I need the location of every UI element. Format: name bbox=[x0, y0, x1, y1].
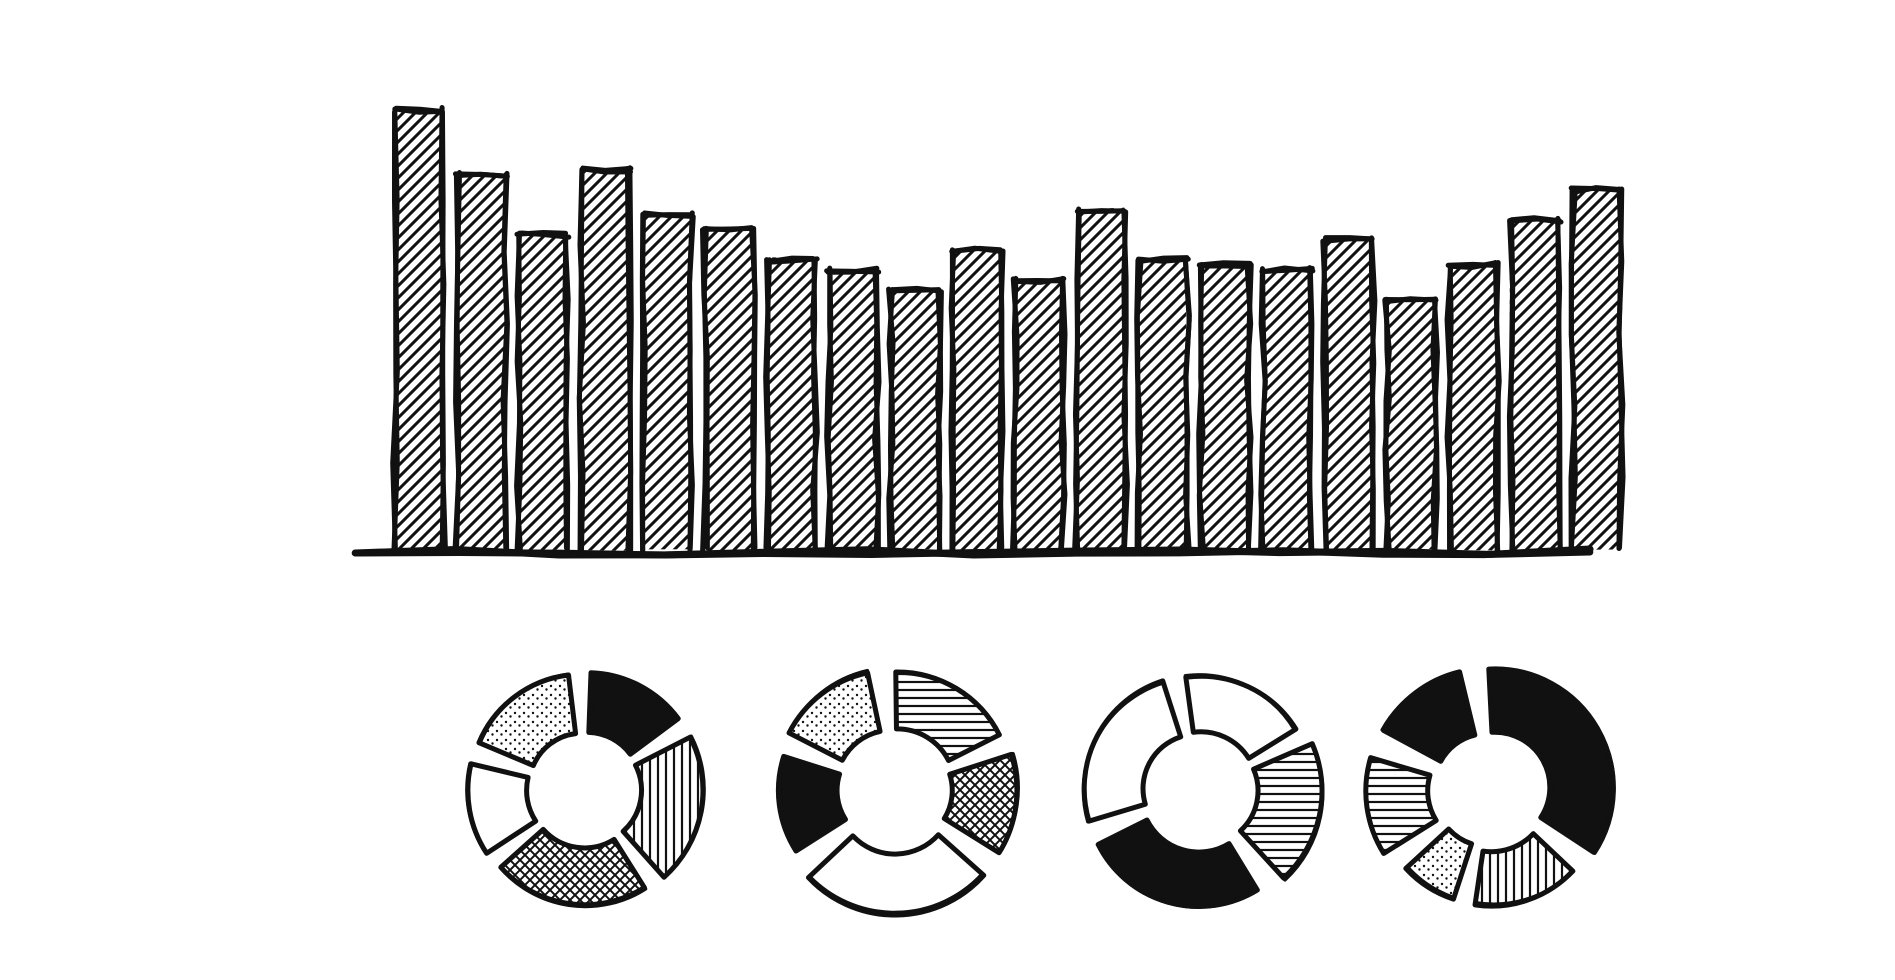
donut-slice bbox=[1084, 681, 1180, 821]
bar bbox=[951, 249, 1001, 550]
donut-chart bbox=[467, 673, 704, 906]
donut-slice bbox=[808, 835, 983, 915]
donut-chart bbox=[778, 671, 1018, 915]
donut-slice bbox=[1489, 669, 1613, 852]
bar bbox=[1076, 208, 1126, 551]
bar bbox=[768, 257, 817, 551]
donut-slice bbox=[1475, 834, 1573, 906]
bar bbox=[829, 269, 879, 550]
bar bbox=[581, 168, 630, 550]
bar bbox=[1510, 218, 1560, 551]
bar bbox=[1137, 260, 1186, 550]
bar bbox=[892, 291, 941, 550]
bar bbox=[1014, 282, 1064, 550]
bar bbox=[1571, 189, 1621, 550]
bar bbox=[706, 230, 754, 550]
donut-slice bbox=[623, 737, 703, 877]
chart-canvas bbox=[0, 0, 1895, 980]
bar bbox=[642, 213, 692, 550]
bar bbox=[1386, 299, 1437, 550]
bar bbox=[1262, 269, 1313, 549]
donut-slice bbox=[1240, 744, 1322, 878]
bar bbox=[1447, 262, 1498, 550]
bar bbox=[455, 174, 506, 549]
donut-chart bbox=[1366, 669, 1614, 906]
donut-slice bbox=[1186, 676, 1296, 758]
donut-slice bbox=[1406, 829, 1472, 899]
donut-slice bbox=[1098, 820, 1257, 906]
donut-chart bbox=[1084, 675, 1323, 907]
bar bbox=[1325, 237, 1373, 550]
bar bbox=[393, 108, 445, 550]
donut-slice bbox=[501, 829, 645, 904]
bar bbox=[1199, 262, 1250, 551]
bar bbox=[519, 234, 569, 550]
